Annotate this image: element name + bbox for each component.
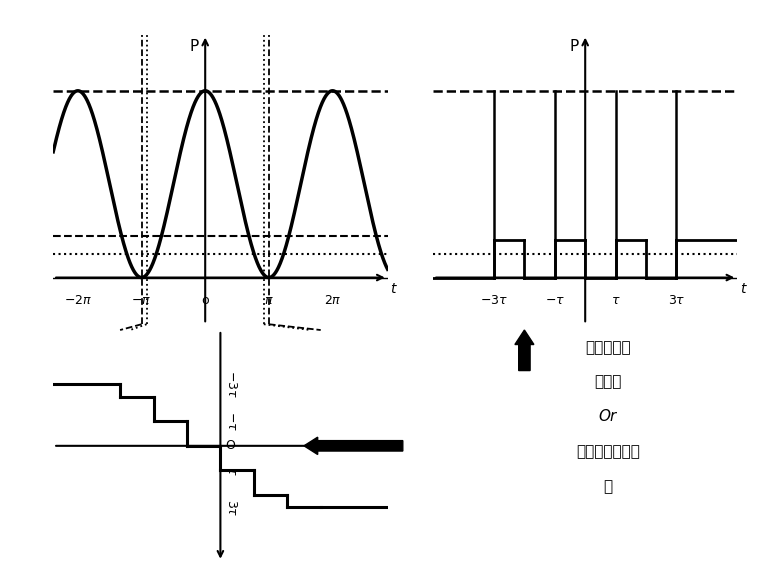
Text: t: t bbox=[390, 282, 395, 296]
Text: $-\tau$: $-\tau$ bbox=[226, 411, 239, 431]
Text: $3\tau$: $3\tau$ bbox=[667, 294, 686, 307]
Text: 调制器增益: 调制器增益 bbox=[585, 340, 631, 355]
Text: $-\tau$: $-\tau$ bbox=[545, 294, 565, 307]
Text: t: t bbox=[740, 282, 746, 296]
Text: P: P bbox=[190, 39, 199, 54]
Text: $-2\pi$: $-2\pi$ bbox=[64, 294, 92, 307]
Text: 主闭环误差的变: 主闭环误差的变 bbox=[576, 444, 640, 459]
Text: $-3\tau$: $-3\tau$ bbox=[480, 294, 508, 307]
Text: $\tau$: $\tau$ bbox=[226, 466, 239, 475]
Text: P: P bbox=[570, 39, 579, 54]
Text: Or: Or bbox=[599, 409, 617, 424]
Text: $-3\tau$: $-3\tau$ bbox=[226, 371, 239, 398]
Text: O: O bbox=[226, 439, 236, 452]
Text: $2\pi$: $2\pi$ bbox=[324, 294, 341, 307]
Text: 化: 化 bbox=[603, 479, 613, 494]
Text: 的变化: 的变化 bbox=[594, 375, 622, 390]
Text: $3\tau$: $3\tau$ bbox=[226, 499, 239, 516]
Text: o: o bbox=[201, 294, 209, 307]
Text: $-\pi$: $-\pi$ bbox=[131, 294, 151, 307]
Text: $\pi$: $\pi$ bbox=[264, 294, 274, 307]
Text: $\tau$: $\tau$ bbox=[611, 294, 620, 307]
